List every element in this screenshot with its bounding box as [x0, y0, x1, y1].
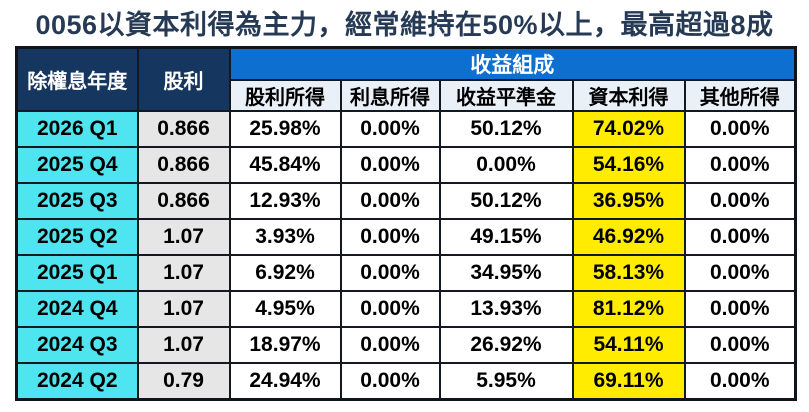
value-cell: 34.95% — [438, 254, 574, 292]
year-cell: 2025 Q1 — [15, 254, 139, 292]
table-row: 2024 Q3 1.07 18.97% 0.00% 26.92% 54.11% … — [15, 326, 797, 364]
dividend-cell: 0.866 — [136, 182, 231, 220]
value-cell: 0.00% — [683, 290, 797, 328]
value-cell: 18.97% — [228, 326, 342, 364]
dividend-cell: 0.866 — [136, 146, 231, 184]
value-cell: 0.00% — [683, 110, 797, 148]
col-header-dividend-income: 股利所得 — [228, 79, 342, 112]
year-cell: 2024 Q3 — [15, 326, 139, 364]
year-cell: 2025 Q2 — [15, 218, 139, 256]
col-header-year: 除權息年度 — [15, 46, 139, 112]
col-header-dividend: 股利 — [136, 46, 231, 112]
value-cell: 13.93% — [438, 290, 574, 328]
dividend-cell: 1.07 — [136, 218, 231, 256]
value-cell: 3.93% — [228, 218, 342, 256]
table-row: 2024 Q4 1.07 4.95% 0.00% 13.93% 81.12% 0… — [15, 290, 797, 328]
dividend-cell: 0.79 — [136, 362, 231, 400]
dividend-cell: 1.07 — [136, 254, 231, 292]
value-cell: 0.00% — [438, 146, 574, 184]
value-cell: 26.92% — [438, 326, 574, 364]
capital-gain-cell: 46.92% — [571, 218, 686, 256]
capital-gain-cell: 81.12% — [571, 290, 686, 328]
table-row: 2025 Q4 0.866 45.84% 0.00% 0.00% 54.16% … — [15, 146, 797, 184]
capital-gain-cell: 54.16% — [571, 146, 686, 184]
capital-gain-cell: 54.11% — [571, 326, 686, 364]
year-cell: 2024 Q4 — [15, 290, 139, 328]
value-cell: 0.00% — [339, 290, 441, 328]
value-cell: 0.00% — [339, 362, 441, 400]
value-cell: 50.12% — [438, 182, 574, 220]
col-group-income-composition: 收益組成 — [228, 46, 797, 81]
table-row: 2025 Q3 0.866 12.93% 0.00% 50.12% 36.95%… — [15, 182, 797, 220]
value-cell: 0.00% — [339, 218, 441, 256]
table-row: 2025 Q1 1.07 6.92% 0.00% 34.95% 58.13% 0… — [15, 254, 797, 292]
value-cell: 0.00% — [683, 326, 797, 364]
value-cell: 45.84% — [228, 146, 342, 184]
value-cell: 50.12% — [438, 110, 574, 148]
page-title: 0056以資本利得為主力，經常維持在50%以上，最高超過8成 — [35, 10, 774, 40]
col-header-equalization-fund: 收益平準金 — [438, 79, 574, 112]
col-header-other-income: 其他所得 — [683, 79, 797, 112]
col-header-capital-gain: 資本利得 — [571, 79, 686, 112]
dividend-cell: 1.07 — [136, 326, 231, 364]
year-cell: 2025 Q3 — [15, 182, 139, 220]
value-cell: 0.00% — [339, 326, 441, 364]
capital-gain-cell: 74.02% — [571, 110, 686, 148]
value-cell: 0.00% — [339, 110, 441, 148]
value-cell: 0.00% — [683, 362, 797, 400]
value-cell: 12.93% — [228, 182, 342, 220]
header-row-group: 除權息年度 股利 收益組成 — [15, 46, 797, 112]
value-cell: 0.00% — [683, 146, 797, 184]
value-cell: 5.95% — [438, 362, 574, 400]
value-cell: 25.98% — [228, 110, 342, 148]
value-cell: 0.00% — [339, 182, 441, 220]
capital-gain-cell: 36.95% — [571, 182, 686, 220]
dividend-cell: 0.866 — [136, 110, 231, 148]
year-cell: 2026 Q1 — [15, 110, 139, 148]
value-cell: 0.00% — [683, 182, 797, 220]
header-row-sub: 股利所得 利息所得 收益平準金 資本利得 其他所得 — [17, 79, 797, 112]
col-header-interest-income: 利息所得 — [339, 79, 441, 112]
value-cell: 49.15% — [438, 218, 574, 256]
dividend-cell: 1.07 — [136, 290, 231, 328]
value-cell: 6.92% — [228, 254, 342, 292]
value-cell: 0.00% — [683, 254, 797, 292]
table-row: 2025 Q2 1.07 3.93% 0.00% 49.15% 46.92% 0… — [15, 218, 797, 256]
value-cell: 0.00% — [339, 254, 441, 292]
year-cell: 2024 Q2 — [15, 362, 139, 400]
capital-gain-cell: 58.13% — [571, 254, 686, 292]
value-cell: 4.95% — [228, 290, 342, 328]
value-cell: 0.00% — [339, 146, 441, 184]
capital-gain-cell: 69.11% — [571, 362, 686, 400]
value-cell: 24.94% — [228, 362, 342, 400]
table-row: 2026 Q1 0.866 25.98% 0.00% 50.12% 74.02%… — [15, 110, 797, 148]
income-composition-table: 除權息年度 股利 收益組成 股利所得 利息所得 收益平準金 資本利得 其他所得 … — [15, 46, 798, 401]
year-cell: 2025 Q4 — [15, 146, 139, 184]
value-cell: 0.00% — [683, 218, 797, 256]
table-row: 2024 Q2 0.79 24.94% 0.00% 5.95% 69.11% 0… — [15, 362, 797, 400]
